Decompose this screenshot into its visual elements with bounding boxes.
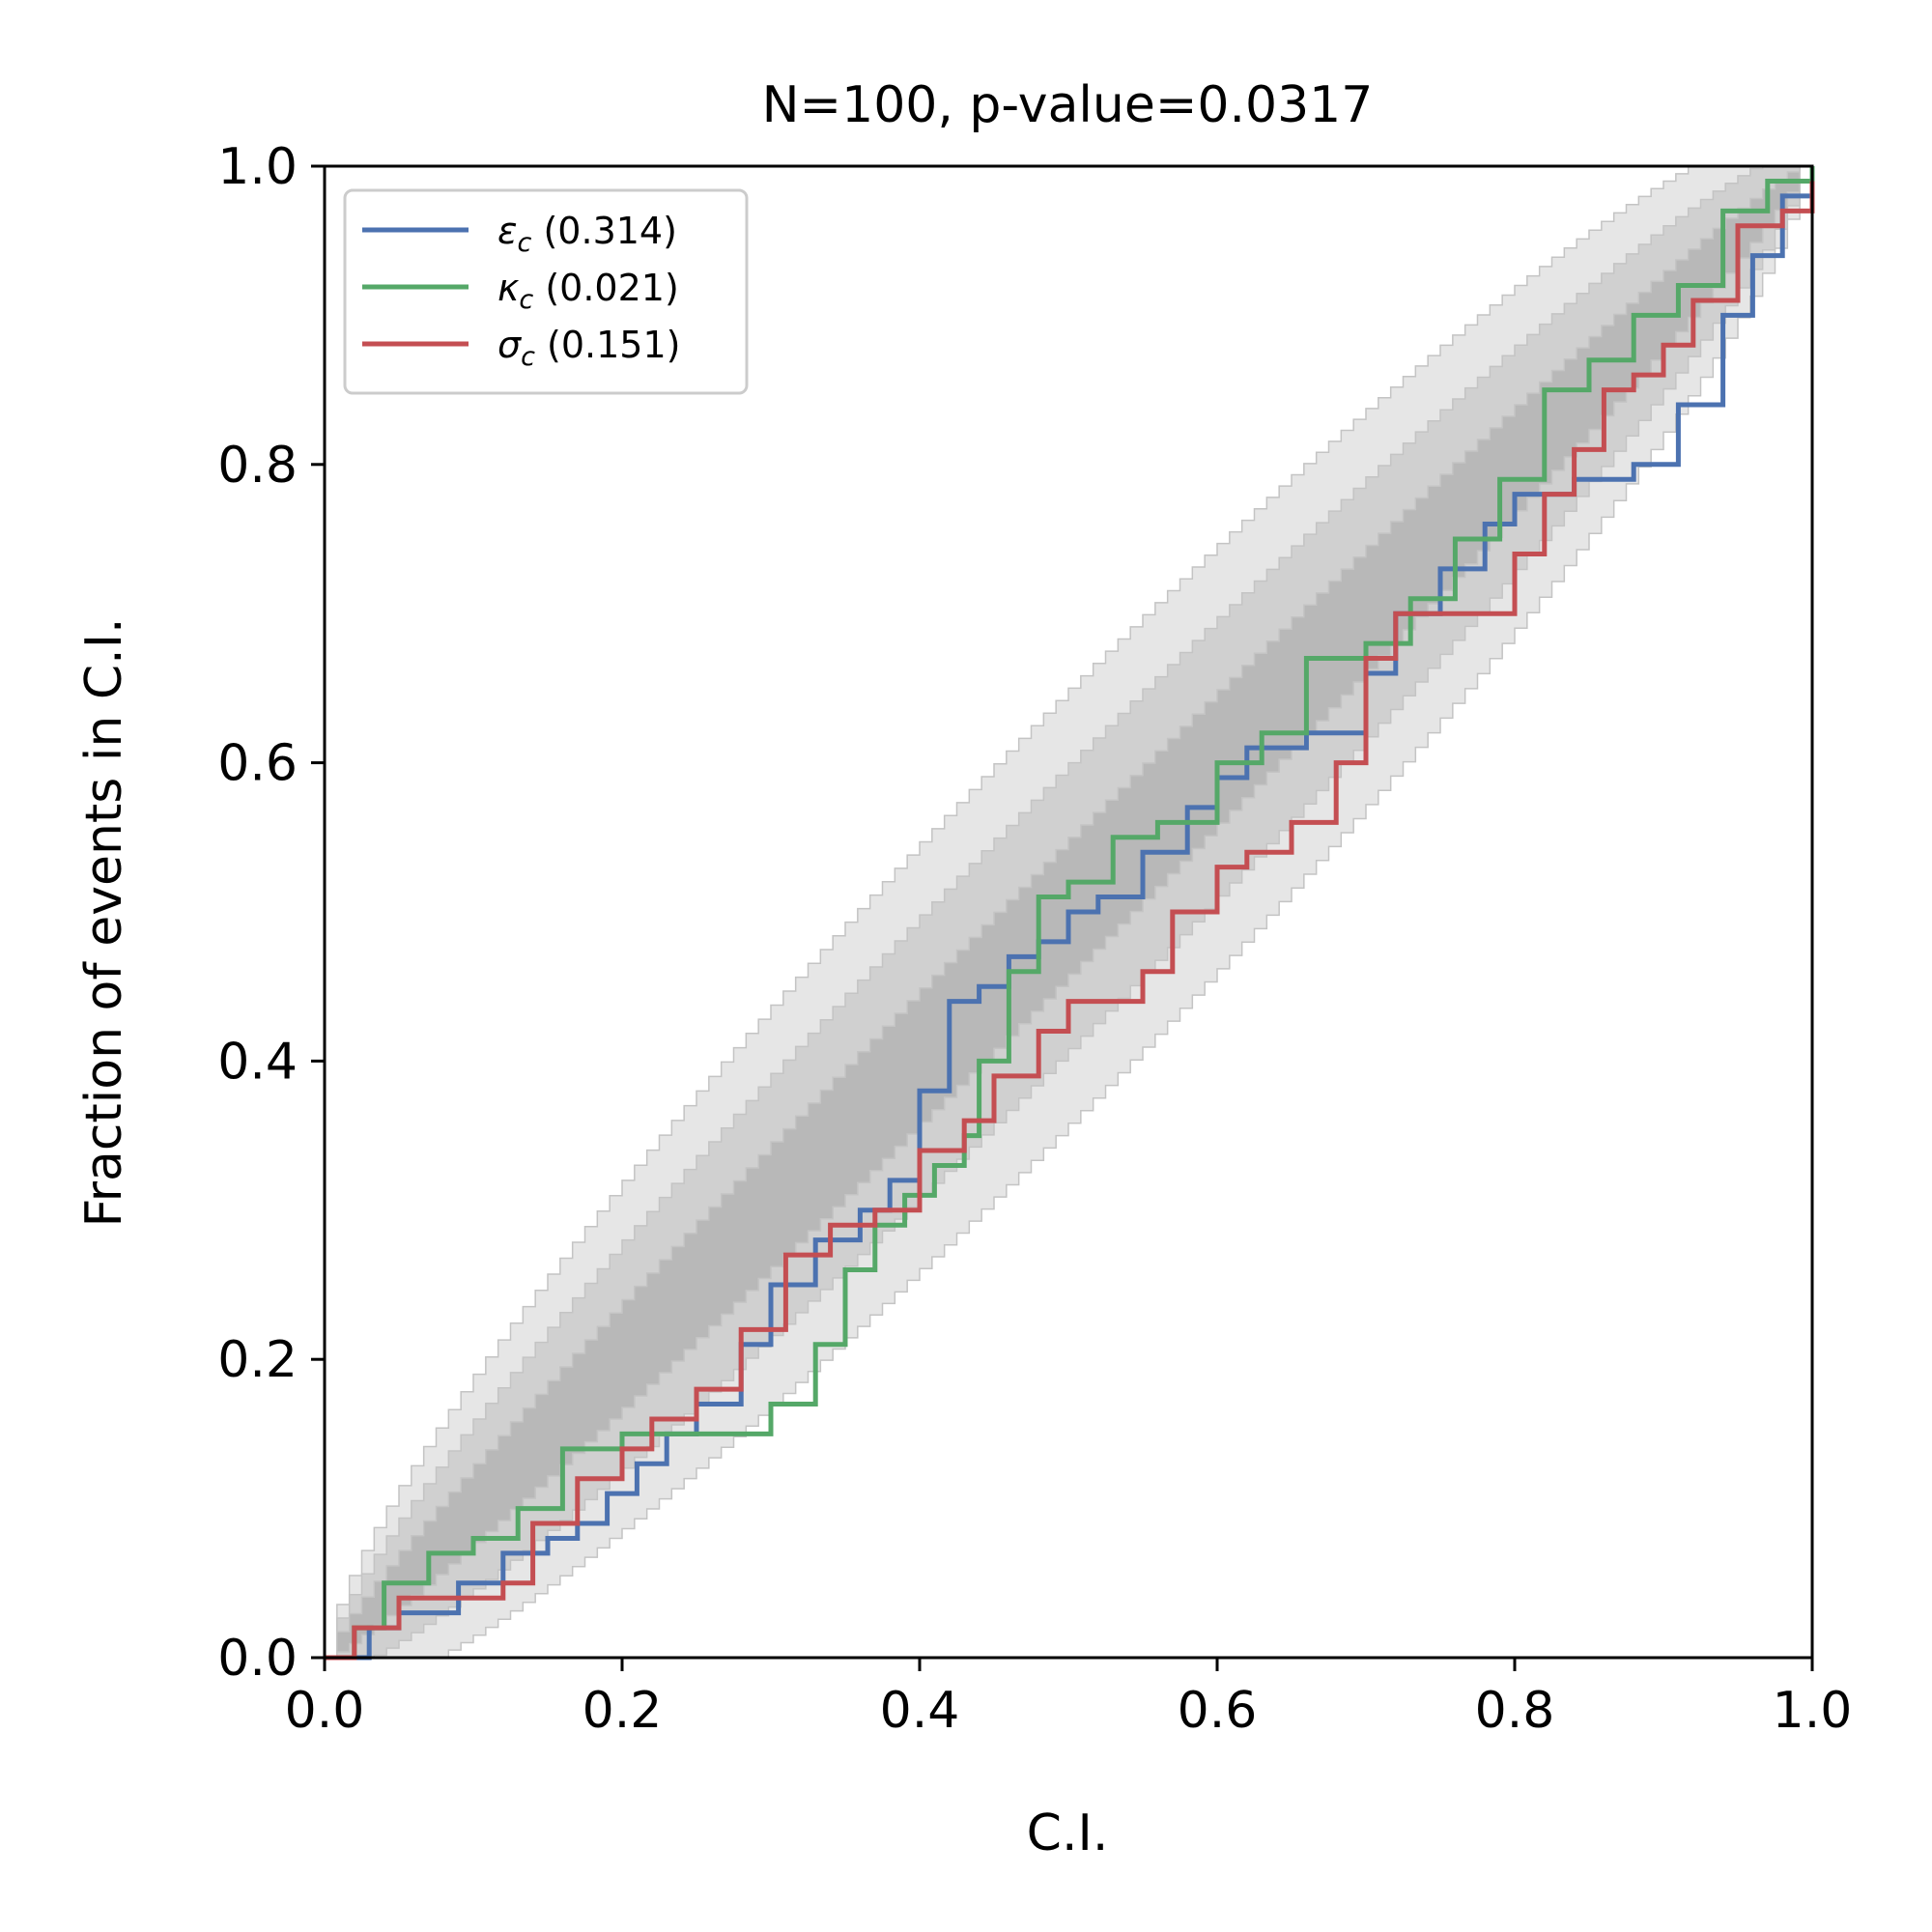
series-lines bbox=[325, 166, 1815, 1661]
x-tick-label: 0.6 bbox=[1178, 1682, 1258, 1740]
x-tick-label: 1.0 bbox=[1773, 1682, 1853, 1740]
series-line-2 bbox=[325, 166, 1815, 1661]
x-tick-label: 0.0 bbox=[285, 1682, 365, 1740]
y-tick-label: 0.0 bbox=[217, 1630, 298, 1688]
y-tick-label: 0.2 bbox=[217, 1331, 298, 1389]
y-tick-label: 0.6 bbox=[217, 735, 298, 793]
y-tick-label: 1.0 bbox=[217, 138, 298, 196]
x-axis-label: C.I. bbox=[1027, 1804, 1109, 1862]
legend-label-2: κc (0.021) bbox=[497, 267, 679, 315]
legend-label-1: εc (0.314) bbox=[497, 210, 677, 258]
x-tick-label: 0.8 bbox=[1475, 1682, 1555, 1740]
x-tick-label: 0.2 bbox=[582, 1682, 663, 1740]
chart-title: N=100, p-value=0.0317 bbox=[762, 76, 1374, 134]
legend-label-3: σc (0.151) bbox=[497, 324, 680, 372]
y-axis-label: Fraction of events in C.I. bbox=[75, 617, 133, 1227]
axes-frame bbox=[323, 164, 1814, 1660]
legend: εc (0.314) κc (0.021) σc (0.151) bbox=[343, 188, 749, 395]
x-tick-label: 0.4 bbox=[880, 1682, 960, 1740]
y-axis-ticks: 0.0 0.2 0.4 0.6 0.8 1.0 bbox=[217, 138, 325, 1688]
series-line-3 bbox=[325, 181, 1815, 1661]
y-tick-label: 0.4 bbox=[217, 1033, 298, 1091]
y-tick-label: 0.8 bbox=[217, 437, 298, 495]
x-axis-ticks: 0.0 0.2 0.4 0.6 0.8 1.0 bbox=[285, 1658, 1853, 1740]
